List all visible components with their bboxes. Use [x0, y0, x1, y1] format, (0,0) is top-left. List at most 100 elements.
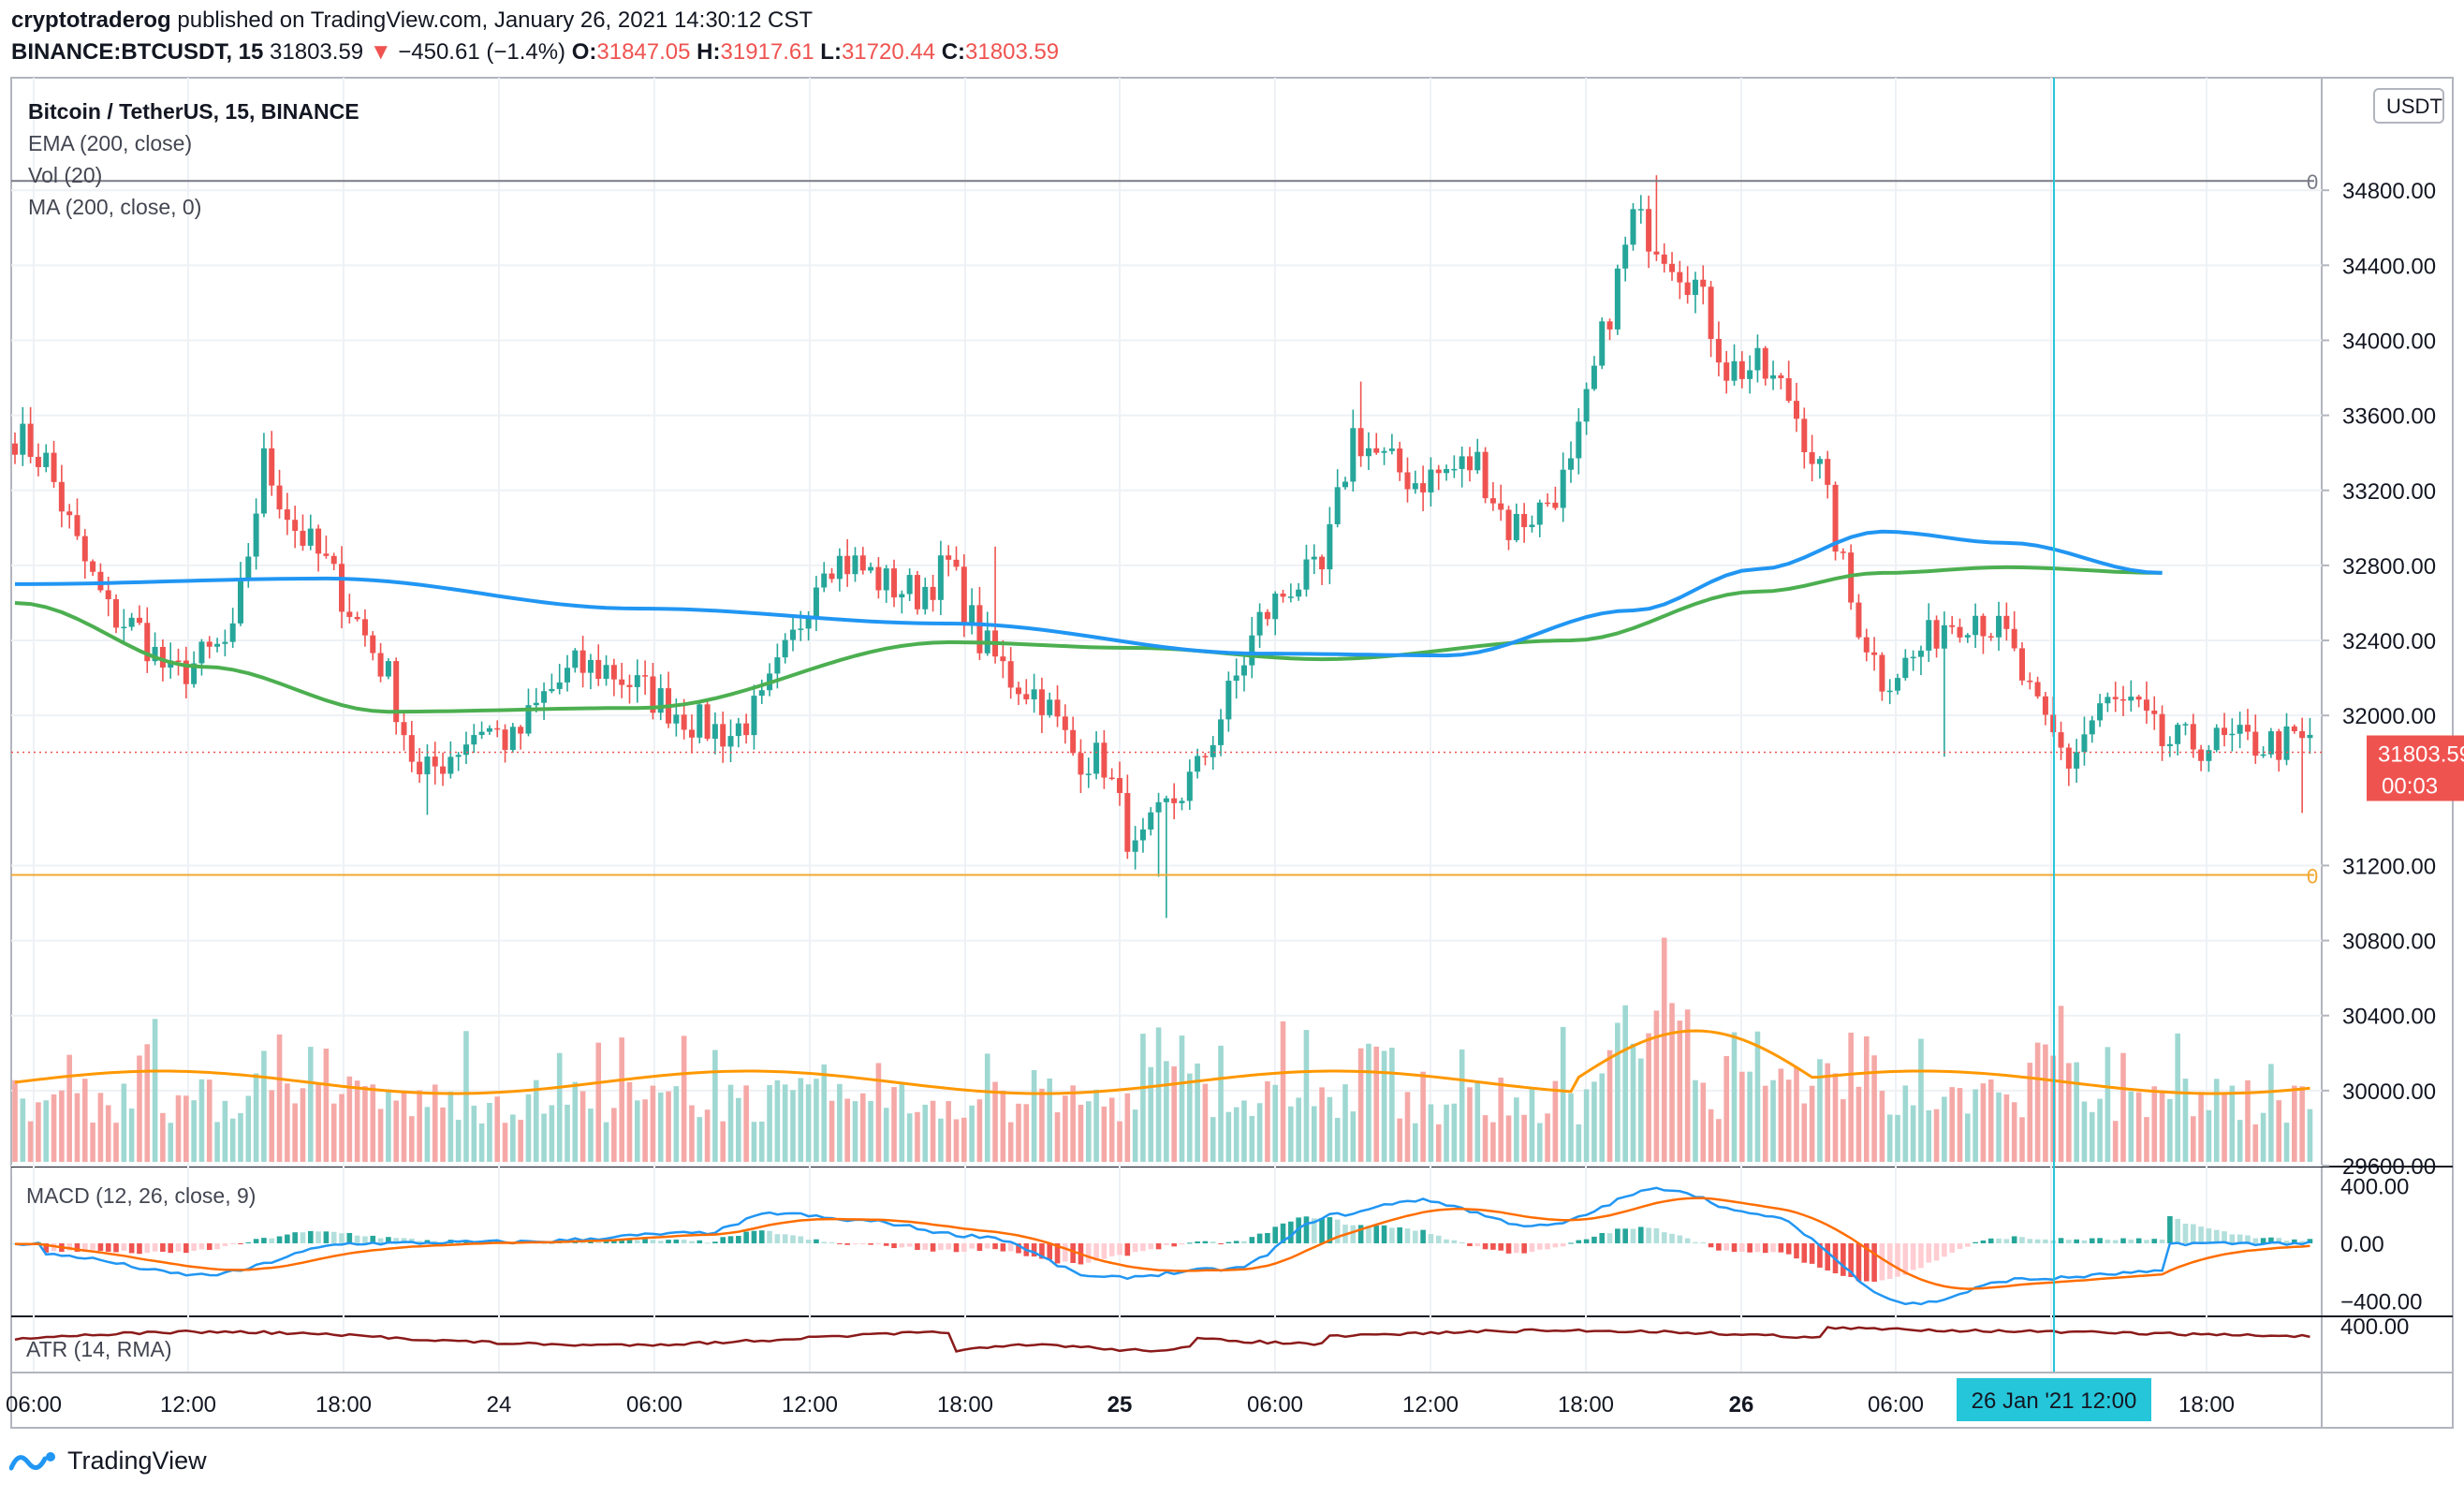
volume-bar — [2105, 1047, 2111, 1162]
macd-histogram-bar — [1047, 1243, 1053, 1260]
volume-bar — [642, 1099, 648, 1162]
candle-body — [852, 555, 858, 575]
volume-bar — [953, 1119, 960, 1162]
time-axis[interactable]: 06:00 12:00 18:00 24 06:00 12:00 18:00 25 06:00 1… — [6, 1392, 2235, 1417]
candle-body — [486, 727, 492, 732]
candle-body — [1342, 481, 1349, 488]
candle-body — [1218, 719, 1225, 745]
volume-bar — [1754, 1031, 1761, 1162]
macd-histogram-bar — [1420, 1229, 1426, 1243]
price-tick-label: 31200.00 — [2342, 854, 2436, 879]
volume-bar — [603, 1122, 609, 1162]
candle-body — [1793, 401, 1799, 419]
candle-body — [2074, 752, 2080, 769]
macd-histogram-bar — [595, 1241, 602, 1243]
candle-body — [1148, 812, 1154, 830]
macd-histogram-bar — [1723, 1243, 1729, 1251]
candle-body — [813, 587, 819, 619]
macd-histogram-bar — [1794, 1243, 1799, 1259]
macd-histogram-bar — [2276, 1238, 2282, 1243]
candle-body — [214, 643, 221, 647]
candle-body — [206, 641, 213, 647]
candle-body — [269, 448, 275, 486]
candle-body — [549, 688, 555, 692]
candle-body — [393, 661, 400, 723]
macd-histogram-bar — [168, 1243, 173, 1254]
macd-histogram-bar — [704, 1242, 711, 1244]
candle-body — [572, 650, 579, 668]
candle-body — [875, 566, 882, 591]
candle-body — [1568, 458, 1574, 470]
candle-body — [1195, 756, 1201, 772]
time-tick-label: 12:00 — [1402, 1392, 1459, 1417]
candle-body — [946, 555, 952, 560]
candle-body — [836, 555, 843, 580]
macd-histogram-bar — [1848, 1243, 1854, 1277]
candle-body — [1155, 801, 1162, 813]
macd-histogram-bar — [386, 1237, 391, 1243]
volume-bar — [229, 1118, 236, 1162]
candle-body — [2244, 725, 2251, 732]
candle-body — [1980, 615, 1987, 637]
macd-histogram-bar — [2089, 1238, 2095, 1243]
candle-body — [1917, 650, 1924, 657]
macd-histogram-bar — [183, 1243, 189, 1254]
volume-bar — [1895, 1114, 1900, 1162]
candle-body — [2018, 648, 2025, 681]
volume-bar — [1155, 1027, 1162, 1162]
volume-bar — [837, 1083, 843, 1162]
candle-body — [579, 650, 586, 673]
volume-bar — [814, 1079, 819, 1162]
macd-histogram-bar — [1987, 1238, 1994, 1243]
candle-body — [315, 528, 322, 554]
macd-histogram-bar — [1817, 1243, 1823, 1268]
candle-body — [1801, 419, 1808, 452]
candle-body — [1778, 374, 1784, 378]
macd-histogram-bar — [805, 1240, 812, 1243]
price-tick-label: 34800.00 — [2342, 179, 2436, 204]
volume-bar — [1933, 1109, 1940, 1162]
candle-body — [1428, 469, 1434, 492]
macd-histogram-bar — [1933, 1243, 1940, 1261]
crosshair-time-label-bg — [1957, 1378, 2151, 1421]
price-axis[interactable]: 34800.00 34400.00 34000.00 33600.00 33200.00… — [2322, 88, 2464, 1340]
candle-body — [1715, 339, 1722, 363]
volume-bar — [1599, 1073, 1606, 1162]
macd-histogram-bar — [1366, 1226, 1371, 1243]
macd-histogram-bar — [727, 1236, 734, 1243]
macd-histogram-bar — [1770, 1243, 1776, 1253]
volume-bar — [1124, 1093, 1131, 1162]
macd-histogram-bar — [1545, 1243, 1550, 1250]
volume-bar — [1949, 1087, 1955, 1162]
candle-body — [891, 568, 898, 598]
macd-histogram-bar — [1965, 1243, 1971, 1247]
signal-line — [14, 1197, 2310, 1290]
candle-body — [2143, 699, 2149, 711]
author-name[interactable]: cryptotraderog — [11, 7, 171, 33]
candle-body — [1816, 459, 1823, 464]
macd-histogram-bar — [930, 1243, 936, 1252]
macd-histogram-bar — [1070, 1243, 1076, 1263]
volume-bar — [1225, 1111, 1232, 1162]
brand-name: TradingView — [67, 1447, 207, 1475]
volume-bar — [1404, 1092, 1411, 1162]
low-value: 31720.44 — [841, 39, 936, 65]
macd-histogram-bar — [1413, 1230, 1418, 1243]
volume-bar — [2260, 1112, 2266, 1162]
macd-histogram-bar — [2206, 1228, 2212, 1243]
macd-histogram-bar — [1373, 1226, 1380, 1243]
macd-histogram-bar — [417, 1241, 422, 1243]
volume-bar — [2027, 1063, 2033, 1162]
macd-histogram-bar — [1311, 1218, 1317, 1243]
time-tick-label: 06:00 — [626, 1392, 682, 1417]
volume-bar — [1615, 1022, 1621, 1162]
price-chart[interactable]: 00 34800.0034400.0034000.0033600.0033200… — [0, 0, 2464, 1442]
volume-bar — [1630, 1043, 1636, 1162]
candle-body — [58, 481, 65, 512]
candle-body — [2089, 720, 2095, 735]
candle-body — [113, 599, 120, 628]
candle-body — [859, 555, 866, 571]
volume-bar — [915, 1111, 920, 1162]
footer-brand[interactable]: TradingView — [9, 1447, 207, 1476]
candle-body — [1498, 503, 1504, 510]
